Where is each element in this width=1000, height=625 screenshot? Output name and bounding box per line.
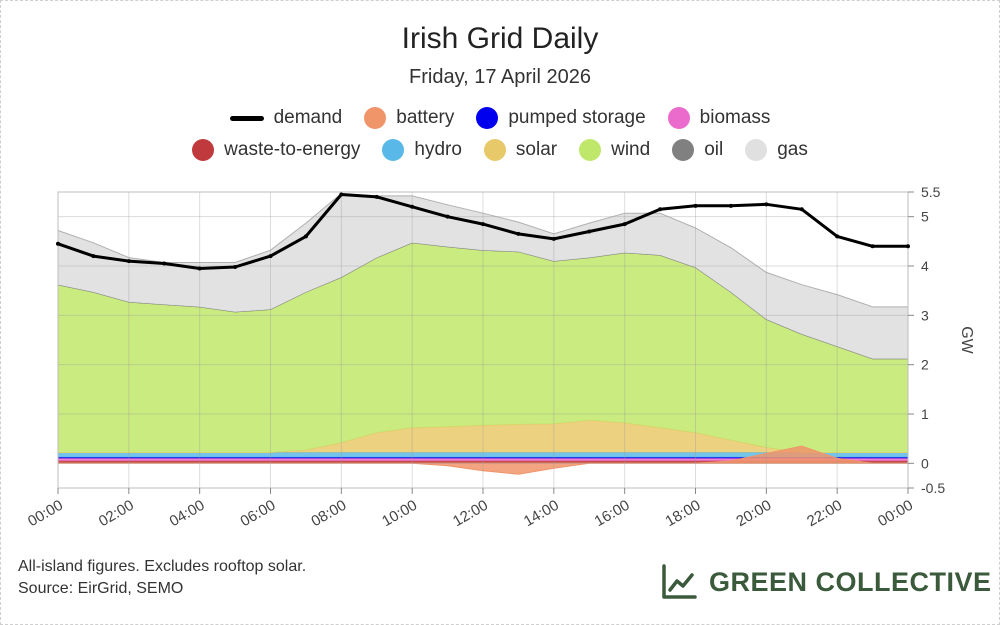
legend-label: demand [273, 107, 343, 128]
demand-point [268, 254, 273, 259]
x-tick-label: 22:00 [804, 497, 845, 530]
demand-point [410, 204, 415, 209]
brand-logo: GREEN COLLECTIVE [661, 564, 992, 600]
legend-label: waste-to-energy [224, 139, 361, 160]
y-tick-label: 3 [921, 307, 929, 323]
gas-swatch [745, 139, 768, 161]
demand-point [587, 229, 592, 234]
demand-point [551, 236, 556, 241]
oil-swatch [672, 139, 695, 161]
demand-point [126, 259, 131, 264]
gas-area [58, 193, 908, 359]
generation-chart: -0.5 0 1 2 3 4 5 5.5 GW 00:00 02:00 04:00 06:00 08:00… [25, 184, 975, 530]
legend-label: oil [704, 139, 724, 160]
wind-swatch [579, 139, 602, 161]
biomass-area [58, 458, 908, 461]
y-tick-label: -0.5 [921, 480, 945, 496]
x-tick-label: 16:00 [592, 497, 633, 530]
demand-point [91, 254, 96, 259]
x-tick-label: 20:00 [733, 497, 774, 530]
brand-name: GREEN COLLECTIVE [709, 566, 992, 597]
battery-area [58, 445, 908, 475]
footnote-line-2: Source: EirGrid, SEMO [18, 580, 184, 597]
chart-subtitle: Friday, 17 April 2026 [409, 66, 591, 88]
legend-item-hydro[interactable]: hydro [382, 139, 462, 161]
y-tick-label: 4 [921, 258, 929, 274]
x-tick-label: 12:00 [450, 497, 491, 530]
legend-item-waste-to-energy[interactable]: waste-to-energy [192, 139, 360, 161]
demand-point [658, 207, 663, 212]
legend-label: pumped storage [508, 107, 646, 128]
demand-point [870, 244, 875, 249]
x-tick-label: 18:00 [662, 497, 703, 530]
trend-chart-icon [662, 564, 697, 599]
solar-area [58, 420, 908, 453]
demand-point [481, 222, 485, 227]
gas-edge [57, 192, 908, 308]
demand-point [622, 222, 627, 227]
hydro-swatch [382, 139, 405, 161]
y-tick-label: 5 [921, 209, 929, 225]
legend-item-demand[interactable]: demand [229, 107, 343, 129]
waste-area [58, 460, 908, 464]
legend-item-oil[interactable]: oil [672, 139, 723, 161]
demand-line-swatch [229, 115, 264, 121]
demand-point [56, 241, 60, 246]
demand-point [374, 194, 379, 199]
x-tick-label: 14:00 [521, 497, 562, 530]
demand-point [162, 261, 167, 266]
wind-area [58, 242, 908, 453]
legend-item-solar[interactable]: solar [483, 139, 558, 161]
y-tick-label: 1 [921, 406, 929, 422]
y-tick-label: 5.5 [921, 184, 941, 200]
x-tick-label: 06:00 [237, 497, 278, 530]
biomass-swatch [667, 107, 690, 129]
y-tick-label: 0 [921, 455, 929, 471]
demand-point [693, 203, 698, 208]
x-tick-label: 02:00 [96, 497, 137, 530]
x-tick-label: 10:00 [379, 497, 420, 530]
demand-point [799, 207, 804, 212]
legend-item-biomass[interactable]: biomass [667, 107, 771, 129]
legend-item-pumped-storage[interactable]: pumped storage [476, 107, 646, 129]
demand-point [197, 266, 202, 271]
legend-label: battery [396, 107, 455, 128]
legend-item-gas[interactable]: gas [745, 139, 808, 161]
legend-label: biomass [699, 107, 771, 128]
legend-label: solar [515, 139, 558, 160]
demand-point [906, 244, 910, 249]
demand-point [764, 202, 769, 207]
legend-row-1: demand battery pumped storage biomass [0, 107, 1000, 129]
legend-label: wind [611, 139, 651, 160]
hydro-area [58, 452, 908, 458]
legend-item-battery[interactable]: battery [364, 107, 454, 129]
demand-point [445, 214, 450, 219]
footnote-line-1: All-island figures. Excludes rooftop sol… [18, 558, 307, 575]
pumped-storage-swatch [476, 107, 499, 129]
waste-to-energy-swatch [192, 139, 215, 161]
legend-label: hydro [414, 139, 462, 160]
demand-point [516, 231, 521, 236]
legend-item-wind[interactable]: wind [579, 139, 650, 161]
x-tick-label: 00:00 [25, 497, 66, 530]
demand-point [339, 192, 344, 197]
y-axis-label: GW [958, 326, 975, 354]
demand-point [303, 234, 308, 239]
chart-title: Irish Grid Daily [401, 22, 599, 55]
x-tick-label: 00:00 [875, 497, 916, 530]
footnote: All-island figures. Excludes rooftop sol… [18, 556, 306, 600]
demand-point [233, 264, 238, 269]
x-tick-label: 08:00 [308, 497, 349, 530]
legend-label: gas [777, 139, 808, 160]
demand-point [728, 203, 733, 208]
x-tick-label: 04:00 [167, 497, 208, 530]
battery-swatch [364, 107, 387, 129]
solar-swatch [483, 139, 506, 161]
y-tick-label: 2 [921, 357, 929, 373]
demand-point [835, 234, 840, 239]
legend-row-2: waste-to-energy hydro solar wind oil gas [0, 139, 1000, 161]
